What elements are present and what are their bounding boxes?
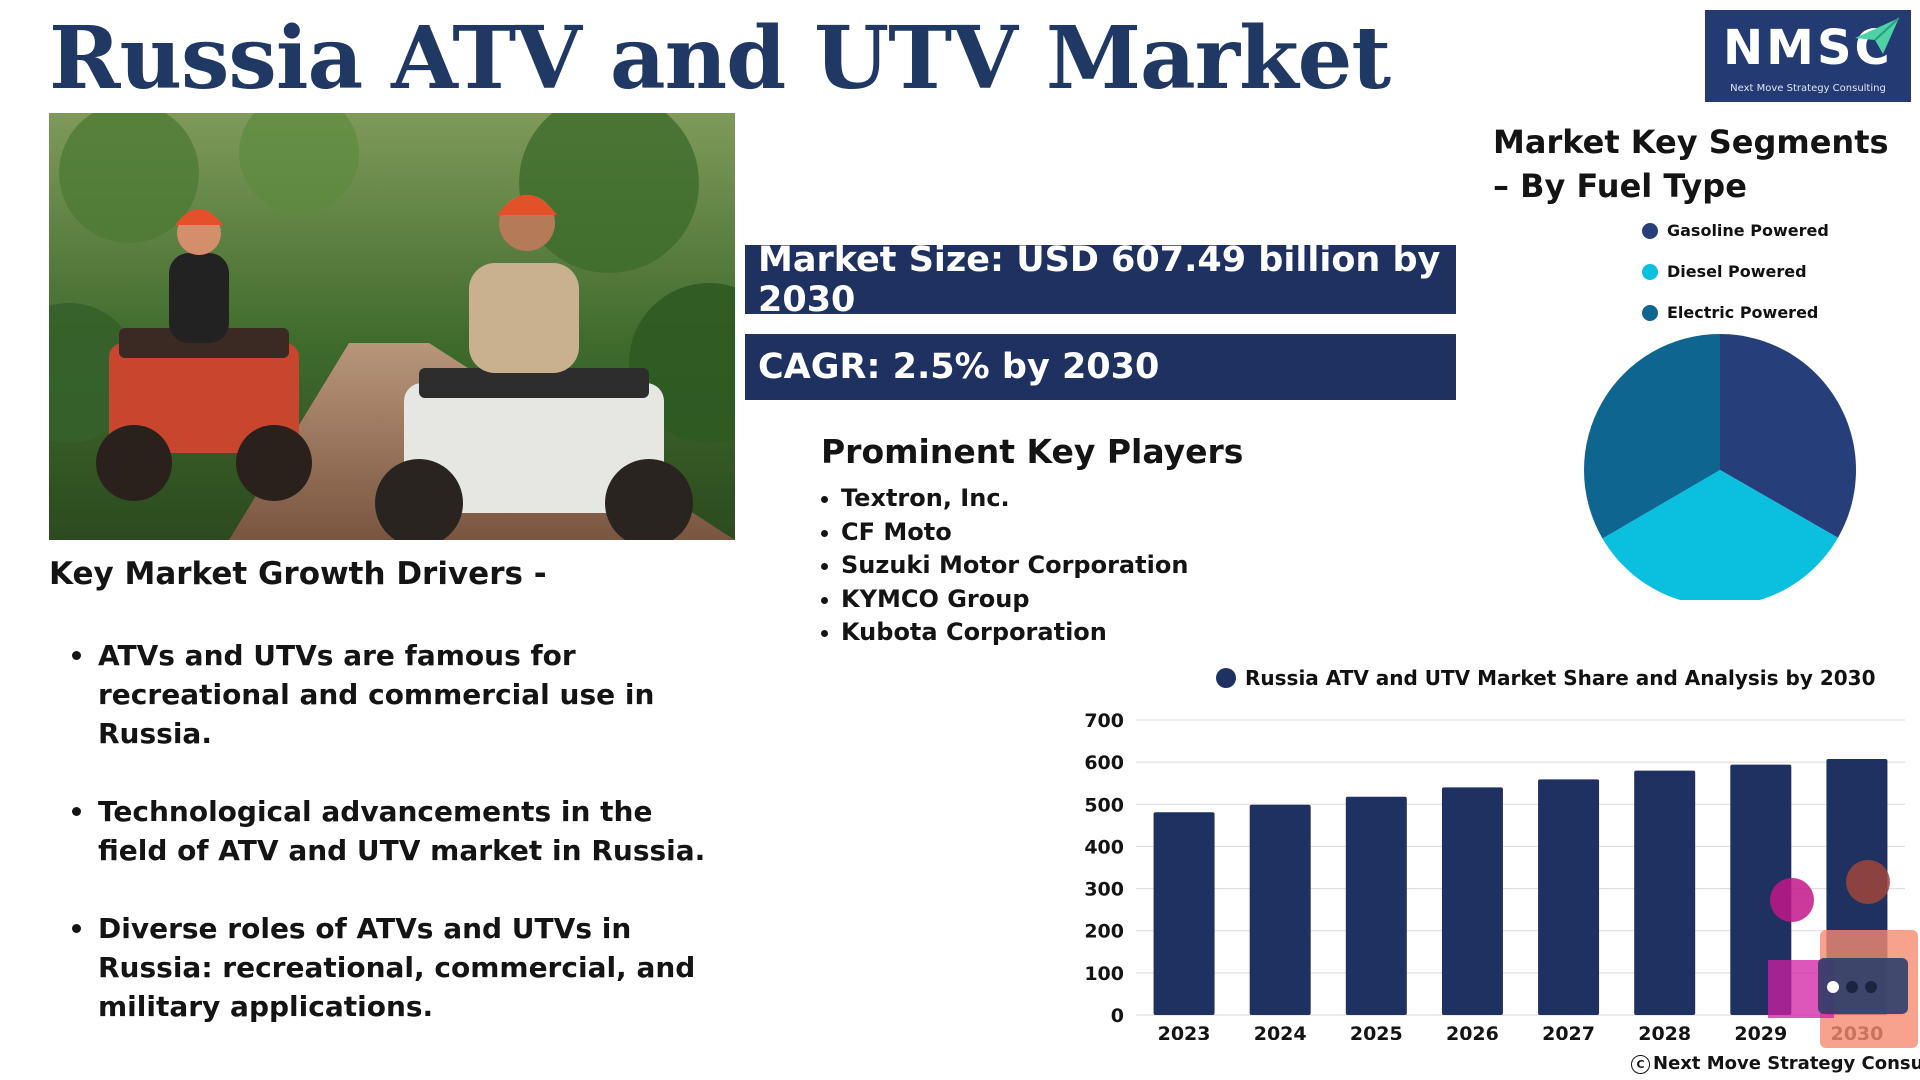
bar-legend-label: Russia ATV and UTV Market Share and Anal…	[1245, 666, 1876, 690]
driver-item: ATVs and UTVs are famous for recreationa…	[70, 636, 710, 753]
page-title: Russia ATV and UTV Market	[49, 8, 1391, 109]
bar	[1730, 764, 1792, 1015]
y-tick-label: 500	[1084, 794, 1124, 816]
segments-title: Market Key Segments – By Fuel Type	[1493, 123, 1889, 205]
drivers-title: Key Market Growth Drivers -	[49, 556, 547, 592]
pie-legend-item: Diesel Powered	[1642, 251, 1829, 292]
legend-label: Electric Powered	[1667, 303, 1819, 322]
player-item: Textron, Inc.	[820, 482, 1188, 516]
players-list: Textron, Inc. CF Moto Suzuki Motor Corpo…	[820, 482, 1188, 650]
y-tick-label: 100	[1084, 963, 1124, 985]
footer-text: Next Move Strategy Consulting	[1653, 1053, 1920, 1074]
bar	[1153, 812, 1215, 1015]
legend-dot	[1642, 263, 1658, 280]
legend-dot	[1642, 222, 1658, 239]
player-item: KYMCO Group	[820, 583, 1188, 617]
bar	[1538, 779, 1600, 1015]
pie-legend-item: Electric Powered	[1642, 292, 1829, 333]
bar	[1634, 770, 1696, 1015]
player-item: Suzuki Motor Corporation	[820, 549, 1188, 583]
x-tick-label: 2026	[1446, 1023, 1499, 1040]
x-tick-label: 2029	[1734, 1023, 1787, 1040]
x-tick-label: 2023	[1158, 1023, 1211, 1040]
bar-legend: Russia ATV and UTV Market Share and Anal…	[1216, 666, 1875, 690]
legend-label: Diesel Powered	[1667, 262, 1807, 281]
market-size-text: Market Size: USD 607.49 billion by 2030	[758, 239, 1441, 320]
pie-slice	[1720, 334, 1856, 538]
y-tick-label: 300	[1084, 879, 1124, 901]
y-tick-label: 400	[1084, 836, 1124, 858]
pie-legend-item: Gasoline Powered	[1642, 210, 1829, 251]
legend-dot	[1216, 668, 1236, 688]
pie-slice	[1602, 470, 1838, 600]
bar	[1441, 787, 1503, 1015]
chat-widget-overlay[interactable]	[1768, 860, 1918, 1050]
x-tick-label: 2027	[1542, 1023, 1595, 1040]
player-item: CF Moto	[820, 516, 1188, 550]
legend-label: Gasoline Powered	[1667, 221, 1829, 240]
logo-subtitle: Next Move Strategy Consulting	[1730, 83, 1886, 94]
drivers-list: ATVs and UTVs are famous for recreationa…	[70, 636, 710, 1065]
y-tick-label: 600	[1084, 752, 1124, 774]
driver-item: Diverse roles of ATVs and UTVs in Russia…	[70, 909, 710, 1026]
copyright-icon: C	[1631, 1054, 1650, 1074]
cagr-banner: CAGR: 2.5% by 2030	[745, 334, 1456, 400]
x-tick-label: 2028	[1638, 1023, 1691, 1040]
players-title: Prominent Key Players	[821, 432, 1244, 471]
fuel-type-pie-chart	[1584, 334, 1856, 600]
player-item: Kubota Corporation	[820, 616, 1188, 650]
driver-item: Technological advancements in the field …	[70, 792, 710, 870]
y-tick-label: 0	[1111, 1005, 1124, 1027]
bar	[1249, 804, 1311, 1015]
paper-plane-icon	[1855, 17, 1900, 54]
atv-riders-photo	[49, 113, 735, 540]
nmsc-logo: NMSC Next Move Strategy Consulting	[1705, 10, 1911, 102]
bar	[1345, 796, 1407, 1015]
x-tick-label: 2024	[1254, 1023, 1307, 1040]
x-tick-label: 2025	[1350, 1023, 1403, 1040]
market-size-banner: Market Size: USD 607.49 billion by 2030	[745, 240, 1456, 320]
pie-legend: Gasoline Powered Diesel Powered Electric…	[1642, 210, 1829, 333]
cagr-text: CAGR: 2.5% by 2030	[758, 347, 1160, 387]
pie-slice	[1584, 334, 1720, 539]
logo-mark: NMSC	[1723, 20, 1893, 76]
legend-dot	[1642, 304, 1658, 321]
y-tick-label: 200	[1084, 921, 1124, 943]
y-tick-label: 700	[1084, 710, 1124, 732]
